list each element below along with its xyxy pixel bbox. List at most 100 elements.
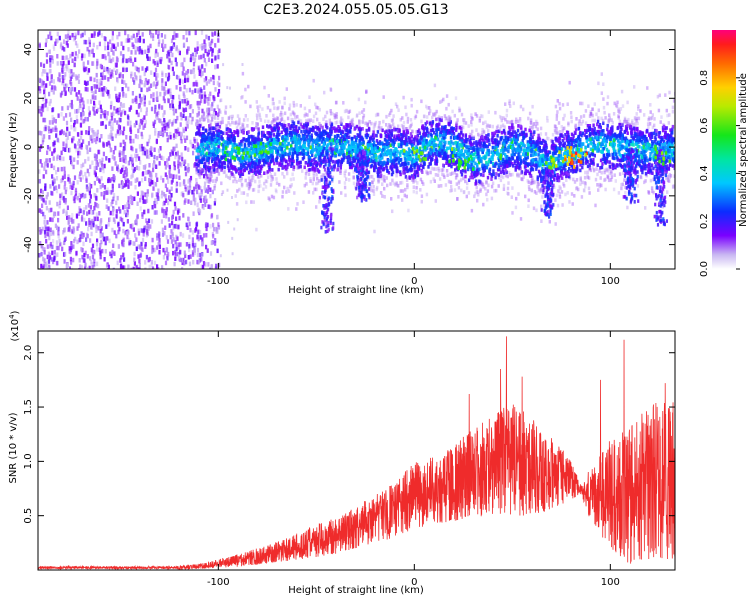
noise-pixel [62,78,65,84]
spectral-pixel [369,139,372,143]
spectral-pixel [516,173,519,178]
noise-pixel [57,211,60,216]
noise-pixel [144,244,147,249]
noise-pixel [136,214,139,219]
noise-pixel [144,77,147,83]
noise-pixel [40,209,43,214]
noise-pixel [154,104,157,110]
noise-pixel [162,201,165,207]
spectral-pixel [514,168,517,172]
noise-pixel [182,233,185,238]
noise-pixel [152,36,155,41]
noise-pixel [203,91,206,96]
noise-pixel [72,257,75,263]
noise-pixel [153,160,156,165]
noise-pixel [177,242,181,247]
noise-pixel [101,183,104,188]
noise-pixel [197,207,200,213]
spectral-pixel [440,99,444,103]
noise-pixel [200,170,203,176]
noise-pixel [58,72,61,77]
noise-pixel [38,208,41,213]
noise-pixel [78,206,81,211]
noise-pixel [42,69,45,74]
noise-pixel [49,227,52,232]
noise-pixel [175,143,178,149]
noise-pixel [82,162,85,168]
noise-pixel [203,99,206,104]
noise-pixel [165,248,169,253]
spectral-pixel [518,117,522,121]
noise-pixel [184,107,188,112]
spectral-pixel [252,187,256,192]
spectral-pixel [493,131,496,135]
noise-pixel [177,160,180,165]
noise-pixel [98,158,101,164]
noise-pixel [193,138,196,144]
spectral-pixel [299,119,303,123]
spectral-pixel [535,191,538,195]
spectral-pixel [224,105,228,109]
spectral-pixel [523,158,526,162]
spectral-pixel [257,184,260,189]
spectral-pixel [419,177,423,182]
noise-pixel [121,157,125,162]
noise-pixel [73,120,76,125]
spectral-pixel [665,170,668,174]
noise-pixel [195,49,198,55]
noise-pixel [175,119,178,124]
noise-pixel [134,178,137,183]
noise-pixel [86,149,89,155]
noise-pixel [141,32,144,37]
spectral-pixel [436,127,439,131]
noise-pixel [164,260,168,266]
noise-pixel [117,110,120,116]
noise-pixel [77,108,80,114]
noise-pixel [151,266,154,269]
noise-pixel [78,198,81,203]
noise-pixel [135,246,138,251]
noise-pixel [69,35,72,40]
spectral-pixel [672,184,675,188]
noise-pixel [81,192,84,198]
noise-pixel [87,60,90,65]
spectral-pixel [245,183,249,188]
noise-pixel [198,117,202,122]
spectral-pixel [215,153,218,157]
noise-pixel [65,138,68,143]
noise-pixel [162,131,165,137]
spectral-pixel [633,116,637,120]
noise-pixel [71,229,74,234]
noise-pixel [70,81,73,87]
noise-pixel [56,61,59,66]
noise-pixel [217,112,220,117]
spectral-pixel [246,155,249,159]
noise-pixel [167,156,171,161]
noise-pixel [126,234,129,240]
noise-pixel [43,258,46,263]
spectral-pixel [505,170,508,175]
noise-pixel [104,236,107,241]
spectral-pixel [637,116,641,121]
noise-pixel [194,55,197,60]
noise-pixel [79,264,82,269]
noise-pixel [186,72,189,78]
spectral-pixel [304,146,308,151]
noise-pixel [92,220,95,226]
spectral-pixel [405,132,408,136]
noise-pixel [71,138,74,144]
noise-pixel [91,210,94,215]
noise-pixel [60,166,63,172]
spectral-pixel [522,152,525,157]
spectral-pixel [495,138,498,143]
noise-pixel [167,200,170,206]
noise-pixel [205,131,208,137]
spectral-pixel [547,137,550,141]
noise-pixel [121,87,124,92]
spectral-pixel [623,119,627,124]
noise-pixel [152,33,155,38]
noise-pixel [111,199,114,204]
spectral-pixel [495,172,498,176]
spectral-pixel [247,182,250,186]
noise-pixel [97,32,100,37]
